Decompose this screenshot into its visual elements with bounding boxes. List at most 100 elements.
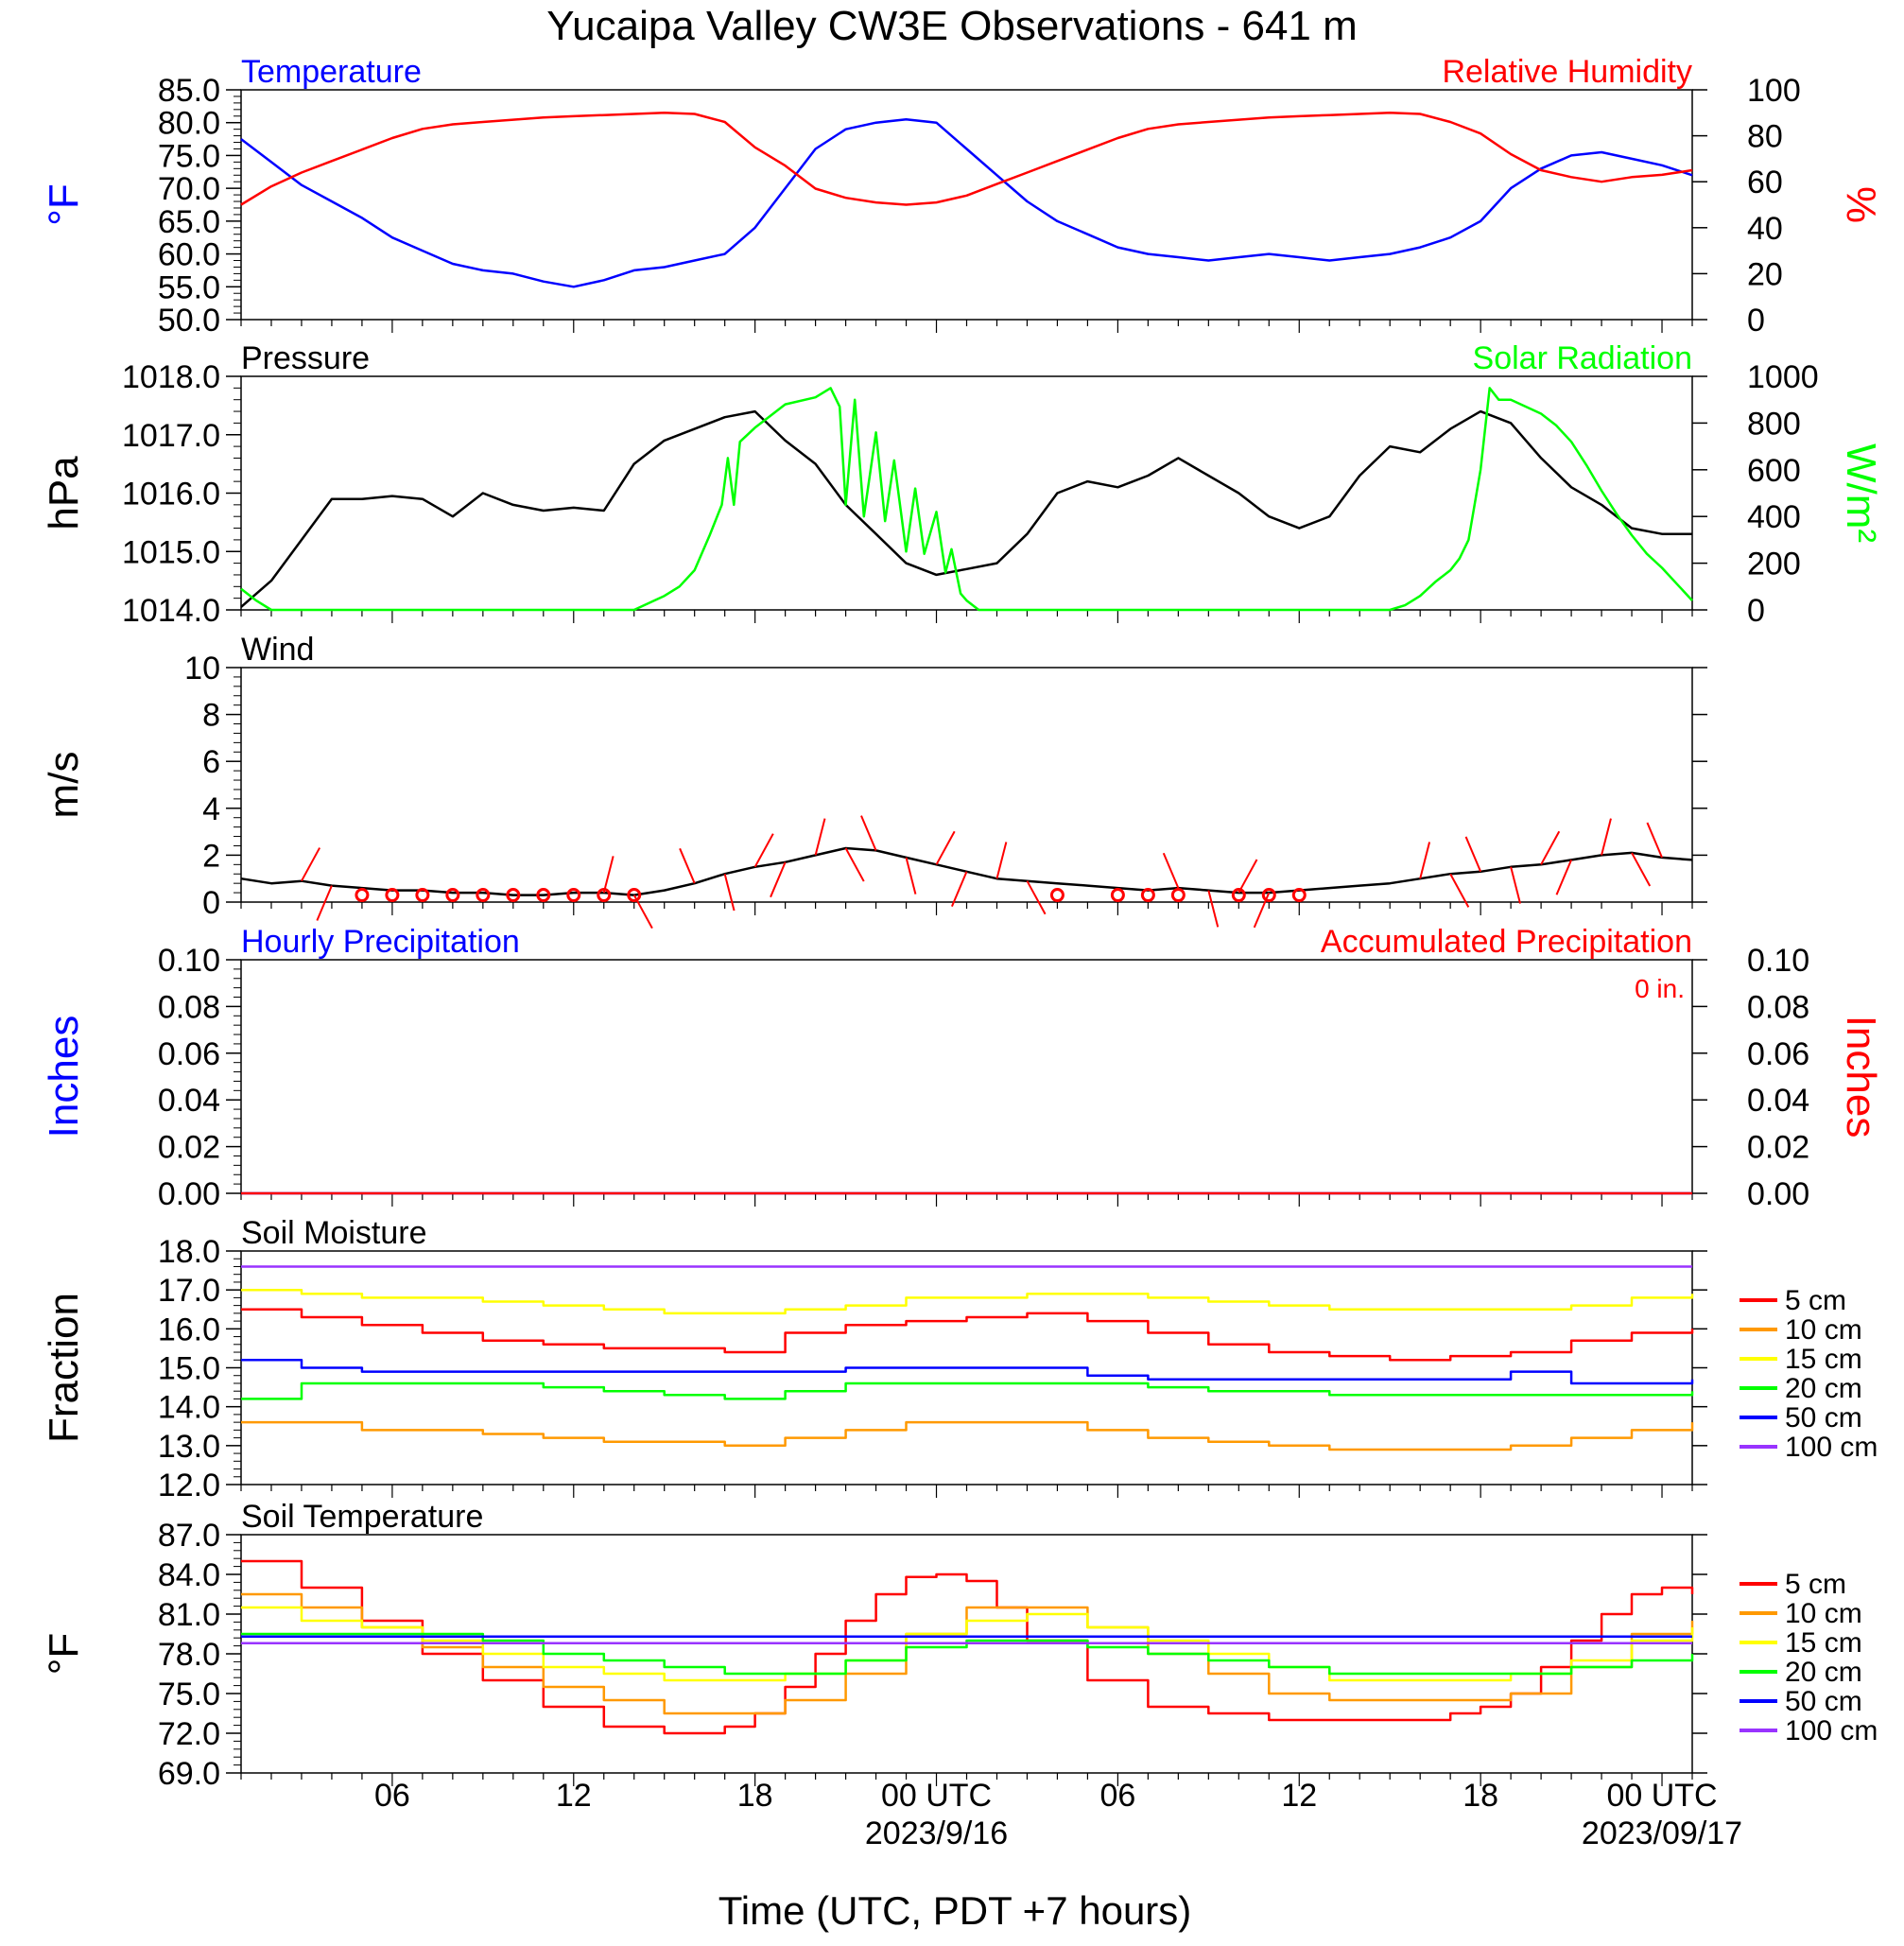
calm-wind-marker xyxy=(566,888,581,903)
y-right-tick-label: 0 xyxy=(1747,303,1765,339)
legend-label: 15 cm xyxy=(1785,1344,1862,1375)
wind-barb xyxy=(301,847,321,882)
x-tick-label: 18 xyxy=(737,1778,773,1814)
wind-barb xyxy=(860,815,877,851)
wind-barb xyxy=(1449,873,1470,908)
panel-title-left: Soil Temperature xyxy=(241,1499,483,1535)
x-tick-label: 06 xyxy=(374,1778,410,1814)
panel-title-right: Solar Radiation xyxy=(1473,340,1692,376)
y-tick-label: 60.0 xyxy=(158,237,220,273)
wind-barb xyxy=(753,833,774,868)
panel-wind: 0 2 4 6 8 10 Wind m/s xyxy=(41,632,1707,930)
legend-label: 100 cm xyxy=(1785,1432,1878,1463)
legend-label: 5 cm xyxy=(1785,1285,1846,1316)
wind-barb xyxy=(905,857,917,895)
calm-wind-marker xyxy=(506,888,521,903)
y-right-tick-label: 100 xyxy=(1747,73,1801,109)
wind-barb xyxy=(1464,836,1482,873)
y-right-tick-label: 0.06 xyxy=(1747,1036,1809,1072)
y-tick-label: 0.10 xyxy=(158,943,220,979)
legend-label: 50 cm xyxy=(1785,1402,1862,1433)
wind-barb xyxy=(1540,830,1561,865)
y-axis-label-left: Inches xyxy=(41,1016,87,1138)
y-tick-label: 81.0 xyxy=(158,1597,220,1633)
series-5-cm xyxy=(241,1308,1694,1362)
calm-wind-marker xyxy=(1049,888,1065,903)
wind-barb xyxy=(679,847,696,884)
y-tick-label: 15.0 xyxy=(158,1351,220,1387)
x-axis-label: Time (UTC, PDT +7 hours) xyxy=(718,1888,1192,1933)
wind-barb xyxy=(951,871,968,907)
series-50-cm xyxy=(241,1359,1694,1385)
y-tick-label: 69.0 xyxy=(158,1756,220,1792)
y-right-tick-label: 600 xyxy=(1747,453,1801,489)
panel-title-right: Accumulated Precipitation xyxy=(1321,924,1692,960)
x-tick-label: 12 xyxy=(556,1778,592,1814)
y-tick-label: 1016.0 xyxy=(122,477,220,513)
x-date-label: 2023/09/17 xyxy=(1582,1816,1742,1851)
panel-frame xyxy=(240,959,1693,1194)
y-tick-label: 0 xyxy=(202,885,220,921)
y-tick-label: 1014.0 xyxy=(122,593,220,629)
panel-title-left: Soil Moisture xyxy=(241,1215,427,1251)
calm-wind-marker xyxy=(415,888,430,903)
wind-barb xyxy=(844,847,865,882)
y-axis-label-left: hPa xyxy=(41,456,87,530)
series-20-cm xyxy=(241,1632,1694,1676)
y-tick-label: 2 xyxy=(202,838,220,874)
y-tick-label: 1018.0 xyxy=(122,359,220,395)
y-tick-label: 84.0 xyxy=(158,1557,220,1593)
series-15-cm xyxy=(241,1606,1694,1682)
series-relative-humidity xyxy=(240,112,1693,206)
x-tick-label: 12 xyxy=(1281,1778,1317,1814)
wind-barb xyxy=(1631,852,1652,887)
legend-label: 20 cm xyxy=(1785,1373,1862,1404)
y-right-tick-label: 400 xyxy=(1747,499,1801,535)
wind-barb xyxy=(316,885,333,921)
wind-barb xyxy=(1162,852,1180,889)
y-axis-label-left: Fraction xyxy=(41,1293,87,1443)
series-20-cm xyxy=(241,1381,1694,1400)
y-tick-label: 6 xyxy=(202,744,220,780)
wind-barb xyxy=(602,856,614,894)
series-temperature xyxy=(240,117,1693,288)
calm-wind-marker xyxy=(1170,888,1186,903)
calm-wind-marker xyxy=(536,888,551,903)
panel-title-right: Relative Humidity xyxy=(1442,54,1692,90)
calm-wind-marker xyxy=(476,888,491,903)
wind-barb xyxy=(1646,822,1663,859)
panel-temperature-humidity: 50.055.060.065.070.075.080.085.0 0 20 40 60 8… xyxy=(41,54,1884,339)
calm-wind-marker xyxy=(445,888,460,903)
calm-wind-marker xyxy=(1110,888,1125,903)
y-right-tick-label: 60 xyxy=(1747,165,1783,200)
calm-wind-marker xyxy=(1261,888,1276,903)
y-tick-label: 85.0 xyxy=(158,73,220,109)
y-right-tick-label: 0.00 xyxy=(1747,1176,1809,1212)
y-axis-label-left: °F xyxy=(41,1633,87,1675)
y-axis-label-left: m/s xyxy=(41,752,87,819)
y-axis-label-right: W/m² xyxy=(1838,443,1884,543)
y-tick-label: 18.0 xyxy=(158,1234,220,1270)
y-right-tick-label: 0.10 xyxy=(1747,943,1809,979)
series-5-cm xyxy=(241,1559,1694,1735)
wind-barb xyxy=(1026,880,1047,915)
y-right-tick-label: 80 xyxy=(1747,119,1783,155)
legend-label: 10 cm xyxy=(1785,1314,1862,1346)
wind-barb xyxy=(1510,866,1521,904)
y-axis-label-right: % xyxy=(1838,186,1884,223)
legend-label: 10 cm xyxy=(1785,1598,1862,1629)
y-right-tick-label: 200 xyxy=(1747,547,1801,582)
legend-label: 20 cm xyxy=(1785,1657,1862,1688)
wind-barb xyxy=(1238,859,1258,894)
wind-barb xyxy=(1419,842,1431,879)
panel-title-left: Pressure xyxy=(241,340,370,376)
wind-barb xyxy=(1253,892,1271,929)
y-tick-label: 75.0 xyxy=(158,1677,220,1712)
y-tick-label: 70.0 xyxy=(158,171,220,207)
y-tick-label: 87.0 xyxy=(158,1518,220,1554)
y-tick-label: 0.00 xyxy=(158,1176,220,1212)
panel-soil-moisture: 12.013.014.015.0 16.017.018.0 Soil Moistur… xyxy=(41,1215,1878,1503)
y-tick-label: 8 xyxy=(202,698,220,734)
panel-frame xyxy=(240,667,1693,903)
